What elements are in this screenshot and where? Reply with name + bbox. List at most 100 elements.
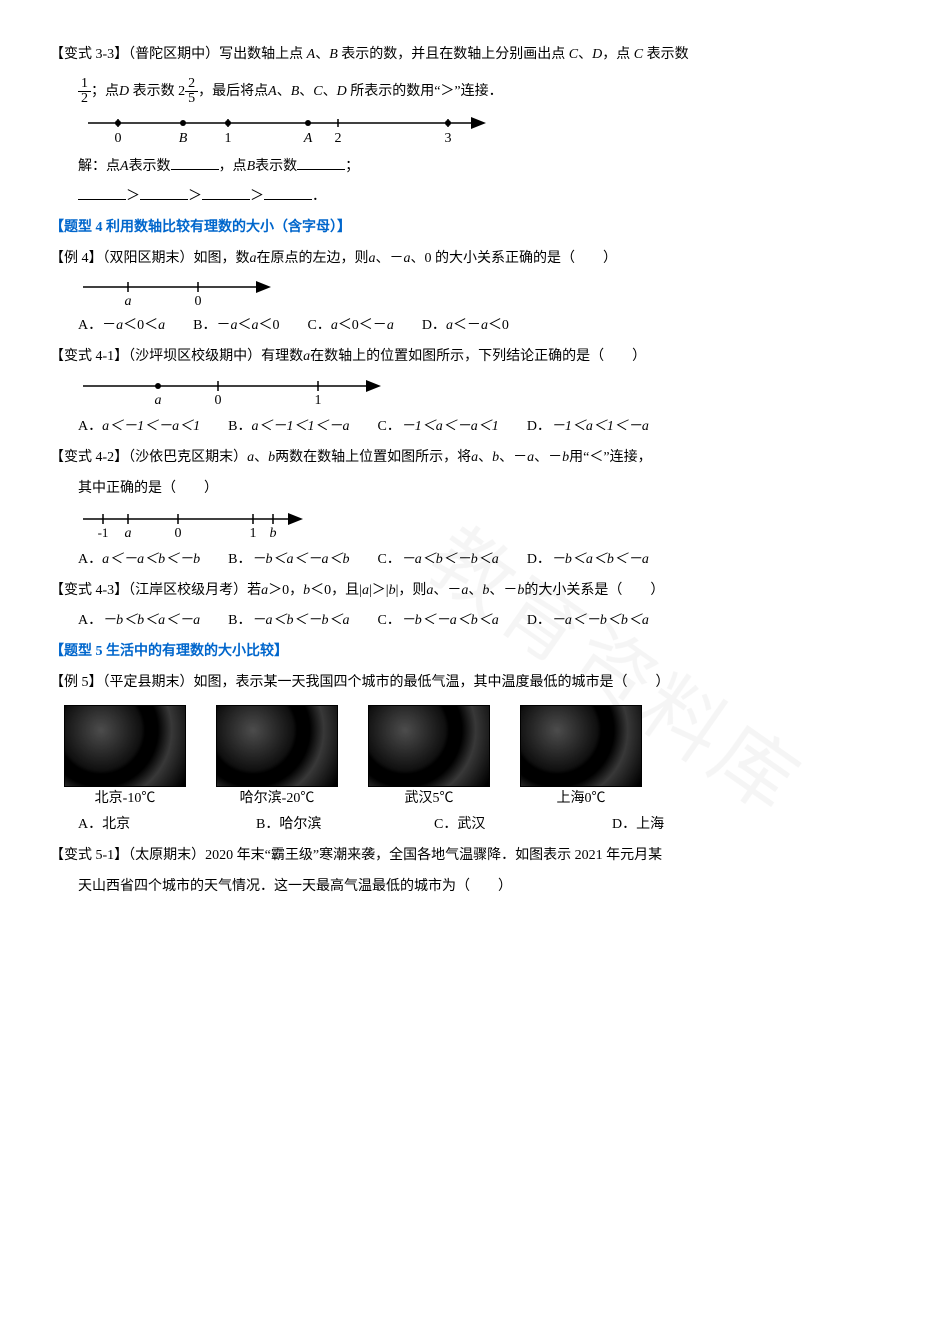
ex5-options: A．北京 B．哈尔滨 C．武汉 D．上海 [50,810,900,841]
opt-A[interactable]: A．北京 [78,810,228,841]
p: C． [377,552,400,567]
frac-den: 2 [78,92,91,106]
v42-options: A．a＜－a＜b＜－b B．－b＜a＜－a＜b C．－a＜b＜－b＜a D．－b… [50,545,900,576]
p: B． [228,613,251,628]
e: －b＜a＜－a＜b [251,552,349,567]
blank[interactable] [78,185,126,200]
svg-text:0: 0 [115,131,122,146]
var-D: D [592,47,602,62]
opt-D[interactable]: D．－1＜a＜1＜－a [527,412,649,443]
t: a [481,318,488,333]
blank[interactable] [264,185,312,200]
v41-options: A．a＜－1＜－a＜1 B．a＜－1＜1＜－a C．－1＜a＜－a＜1 D．－1… [50,412,900,443]
opt-C[interactable]: C．a＜0＜－a [307,311,393,342]
blank[interactable] [202,185,250,200]
e: 北京 [102,817,130,832]
sep: 、 [277,84,291,99]
t: ＞0， [268,583,303,598]
q-source: （沙坪坝区校级期中） [128,349,261,364]
opt-B[interactable]: B．－b＜a＜－a＜b [228,545,349,576]
city-image [216,705,338,787]
var-C2: C [634,47,643,62]
opt-A[interactable]: A．－a＜0＜a [78,311,165,342]
numberline-4-1: a 0 1 [50,372,900,412]
p: B． [228,552,251,567]
q-text: ，最后将点 [198,84,268,99]
tmp: 5℃ [433,791,454,806]
t: ＜0，且| [310,583,362,598]
solve-line-1: 解：点A表示数，点B表示数； [50,152,900,183]
var-A3: A [268,84,277,99]
t: a [331,318,338,333]
svg-text:a: a [125,526,132,541]
svg-text:0: 0 [195,294,202,309]
t: |，则 [396,583,427,598]
opt-B[interactable]: B．a＜－1＜1＜－a [228,412,349,443]
opt-C[interactable]: C．－1＜a＜－a＜1 [377,412,498,443]
q-label: 【例 4】 [50,251,103,266]
frac-num: 1 [78,77,91,92]
question-4-3: 【变式 4-3】（江岸区校级月考）若a＞0，b＜0，且|a|＞|b|，则a、－a… [50,576,900,607]
opt-A[interactable]: A．－b＜b＜a＜－a [78,606,200,637]
e: －b＜a＜b＜－a [551,552,649,567]
city-label: 武汉5℃ [368,789,490,809]
p: D． [527,613,551,628]
type4-title: 【题型 4 利用数轴比较有理数的大小（含字母）】 [50,213,900,244]
period: ． [312,189,326,204]
tmp: -10℃ [123,791,156,806]
opt-D[interactable]: D．a＜－a＜0 [422,311,509,342]
opt-A[interactable]: A．a＜－1＜－a＜1 [78,412,200,443]
opt-B[interactable]: B．－a＜b＜－b＜a [228,606,349,637]
opt-C[interactable]: C．武汉 [434,810,584,841]
a: a [362,583,369,598]
opt-B[interactable]: B．哈尔滨 [256,810,406,841]
opt-C[interactable]: C．－a＜b＜－b＜a [377,545,498,576]
svg-text:0: 0 [175,526,182,541]
t: 表示数 [255,159,297,174]
opt-A[interactable]: A．a＜－a＜b＜－b [78,545,200,576]
q-text: ；点 [91,84,119,99]
opt-B[interactable]: B．－a＜a＜0 [193,311,279,342]
p: C． [377,613,400,628]
q-label: 【例 5】 [50,675,103,690]
t: a [158,318,165,333]
var-B4: B [247,159,256,174]
opt-D[interactable]: D．－a＜－b＜b＜a [527,606,649,637]
opt-C[interactable]: C．－b＜－a＜b＜a [377,606,498,637]
var-A4: A [120,159,129,174]
v43-options: A．－b＜b＜a＜－a B．－a＜b＜－b＜a C．－b＜－a＜b＜a D．－a… [50,606,900,637]
ex4-options: A．－a＜0＜a B．－a＜a＜0 C．a＜0＜－a D．a＜－a＜0 [50,311,900,342]
var-C3: C [313,84,322,99]
tmp: 0℃ [585,791,606,806]
t: ＜0 [488,318,509,333]
q-label: 【变式 5-1】 [50,848,128,863]
opt-D[interactable]: D．上海 [612,810,762,841]
p: D． [527,552,551,567]
t: ＜ [237,318,251,333]
t: 在原点的左边，则 [257,251,369,266]
blank[interactable] [140,185,188,200]
p: A． [78,613,102,628]
q42-line2: 其中正确的是（ ） [50,474,900,505]
blank[interactable] [297,155,345,170]
solve-line-2: ＞＞＞． [50,182,900,213]
svg-text:A: A [303,131,313,146]
numberline-svg: -1 a 0 1 b [78,505,308,545]
q-label: 【变式 4-2】 [50,450,128,465]
city-label: 北京-10℃ [64,789,186,809]
gt: ＞ [126,189,140,204]
blank[interactable] [171,155,219,170]
p: C． [434,817,457,832]
n: 上海 [557,791,585,806]
p: C． [307,318,330,333]
q-source: （平定县期末） [103,675,194,690]
city-image [520,705,642,787]
t: ； [345,159,359,174]
opt-D[interactable]: D．－b＜a＜b＜－a [527,545,649,576]
t: ＜0 [258,318,279,333]
t: 、 [468,583,482,598]
e: a＜－1＜－a＜1 [102,419,200,434]
q-text: 写出数轴上点 [219,47,303,62]
type5-title: 【题型 5 生活中的有理数的大小比较】 [50,637,900,668]
var-B: B [329,47,338,62]
